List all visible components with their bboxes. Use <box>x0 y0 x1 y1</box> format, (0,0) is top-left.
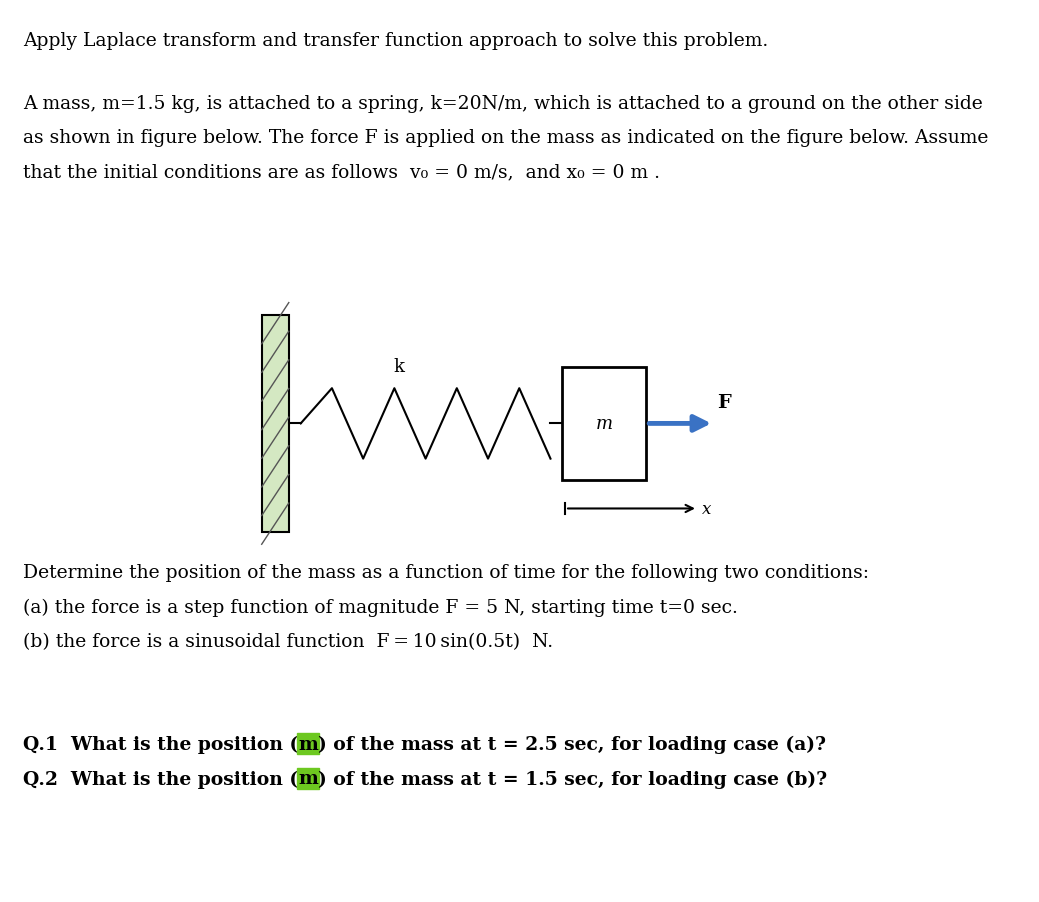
Bar <box>562 367 646 481</box>
Text: A mass, m=1.5 kg, is attached to a spring, k=20N/m, which is attached to a groun: A mass, m=1.5 kg, is attached to a sprin… <box>23 95 983 113</box>
Text: (a) the force is a step function of magnitude F = 5 N, starting time t=0 sec.: (a) the force is a step function of magn… <box>23 598 738 616</box>
Text: x: x <box>702 501 712 518</box>
Text: k: k <box>393 357 404 375</box>
Text: that the initial conditions are as follows  v₀ = 0 m/s,  and x₀ = 0 m .: that the initial conditions are as follo… <box>23 163 660 181</box>
Text: (b) the force is a sinusoidal function  F = 10 sin(0.5t)  N.: (b) the force is a sinusoidal function F… <box>23 632 553 650</box>
Text: ) of the mass at t = 1.5 sec, for loading case (b)?: ) of the mass at t = 1.5 sec, for loadin… <box>318 769 827 787</box>
Text: Q.2  What is the position (: Q.2 What is the position ( <box>23 769 298 787</box>
Text: m: m <box>298 735 318 753</box>
Text: Apply Laplace transform and transfer function approach to solve this problem.: Apply Laplace transform and transfer fun… <box>23 32 768 50</box>
Text: m: m <box>595 415 613 433</box>
Text: F: F <box>717 393 730 411</box>
Text: Determine the position of the mass as a function of time for the following two c: Determine the position of the mass as a … <box>23 564 869 582</box>
Text: m: m <box>298 769 318 787</box>
Text: Q.1  What is the position (: Q.1 What is the position ( <box>23 735 298 753</box>
Text: ) of the mass at t = 2.5 sec, for loading case (a)?: ) of the mass at t = 2.5 sec, for loadin… <box>318 735 826 753</box>
Bar <box>262 316 289 532</box>
Text: as shown in figure below. The force F is applied on the mass as indicated on the: as shown in figure below. The force F is… <box>23 129 988 147</box>
